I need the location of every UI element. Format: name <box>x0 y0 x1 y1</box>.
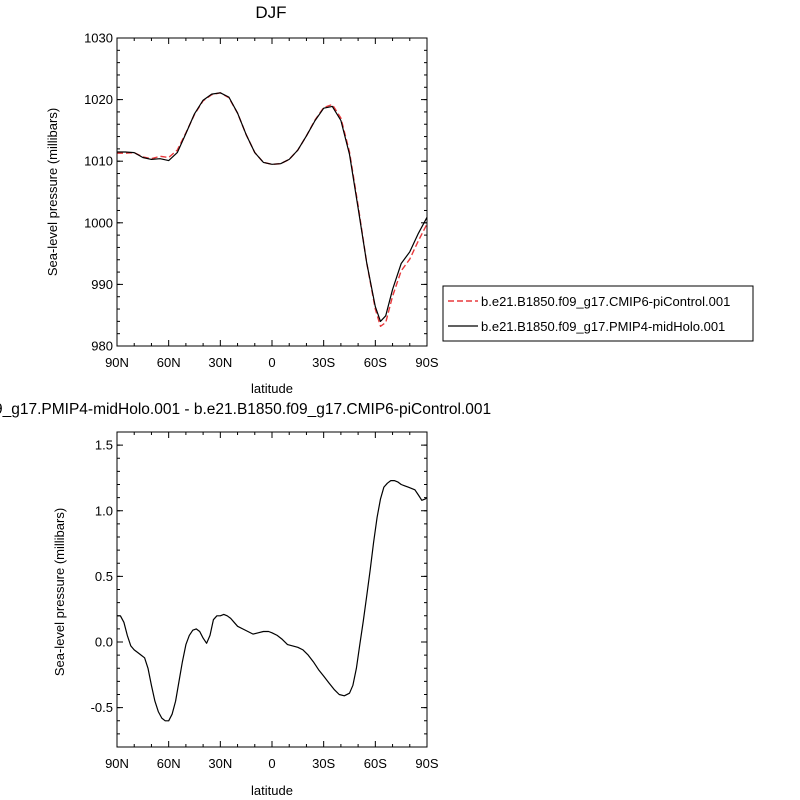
bottom-x-tick-label: 90N <box>105 756 129 771</box>
bottom-x-tick-label: 30S <box>312 756 335 771</box>
bottom-x-tick-label: 90S <box>415 756 438 771</box>
top-x-tick-label: 30S <box>312 355 335 370</box>
top-x-tick-label: 90S <box>415 355 438 370</box>
bottom-x-axis-label: latitude <box>251 783 293 798</box>
top-y-ticks: 980 990 1000 1010 1020 1030 <box>84 31 427 354</box>
legend: b.e21.B1850.f09_g17.CMIP6-piControl.001 … <box>442 285 754 342</box>
top-y-tick-label: 980 <box>91 339 113 354</box>
top-y-tick-label: 1030 <box>84 31 113 46</box>
legend-box <box>442 285 754 342</box>
top-x-axis-label: latitude <box>251 381 293 396</box>
top-y-tick-label: 1000 <box>84 215 113 230</box>
top-x-tick-label: 0 <box>268 355 275 370</box>
bottom-y-tick-label: 0.0 <box>95 635 113 650</box>
bottom-series-line-0 <box>117 480 428 722</box>
bottom-y-ticks: -0.5 0.0 0.5 1.0 1.5 <box>91 431 427 748</box>
bottom-panel: b.e21.B1850.f09_g17.PMIP4-midHolo.001 - … <box>0 401 491 798</box>
bottom-x-ticks: 90N 60N 30N 0 30S 60S 90S <box>105 432 439 771</box>
bottom-plot-frame <box>116 431 428 748</box>
bottom-y-tick-label: 0.5 <box>95 569 113 584</box>
top-series-line-0 <box>117 92 428 327</box>
top-plot-frame <box>116 37 428 347</box>
bottom-x-tick-label: 0 <box>268 756 275 771</box>
top-y-tick-label: 1010 <box>84 154 113 169</box>
bottom-y-tick-label: 1.0 <box>95 503 113 518</box>
bottom-y-axis-label: Sea-level pressure (millibars) <box>52 508 67 676</box>
top-y-tick-label: 990 <box>91 277 113 292</box>
bottom-x-tick-label: 30N <box>208 756 232 771</box>
top-x-tick-label: 90N <box>105 355 129 370</box>
top-x-tick-label: 60N <box>157 355 181 370</box>
bottom-y-tick-label: -0.5 <box>91 700 113 715</box>
top-x-tick-label: 30N <box>208 355 232 370</box>
top-plot-area <box>117 92 428 327</box>
top-y-tick-label: 1020 <box>84 92 113 107</box>
top-y-axis-label: Sea-level pressure (millibars) <box>45 108 60 276</box>
legend-entry-midholo: b.e21.B1850.f09_g17.PMIP4-midHolo.001 <box>481 319 725 334</box>
legend-entry-picontrol: b.e21.B1850.f09_g17.CMIP6-piControl.001 <box>481 294 730 309</box>
top-x-tick-label: 60S <box>364 355 387 370</box>
bottom-x-tick-label: 60N <box>157 756 181 771</box>
bottom-plot-area <box>117 480 428 722</box>
top-x-ticks: 90N 60N 30N 0 30S 60S 90S <box>105 38 439 370</box>
top-chart-title: DJF <box>255 3 286 22</box>
bottom-chart-title: b.e21.B1850.f09_g17.PMIP4-midHolo.001 - … <box>0 401 491 418</box>
bottom-y-tick-label: 1.5 <box>95 438 113 453</box>
top-series-line-1 <box>117 92 428 322</box>
bottom-x-tick-label: 60S <box>364 756 387 771</box>
top-panel: DJF 90N 60N 30N 0 30S 60S 90S 980 990 1000 1010 10… <box>45 3 439 396</box>
